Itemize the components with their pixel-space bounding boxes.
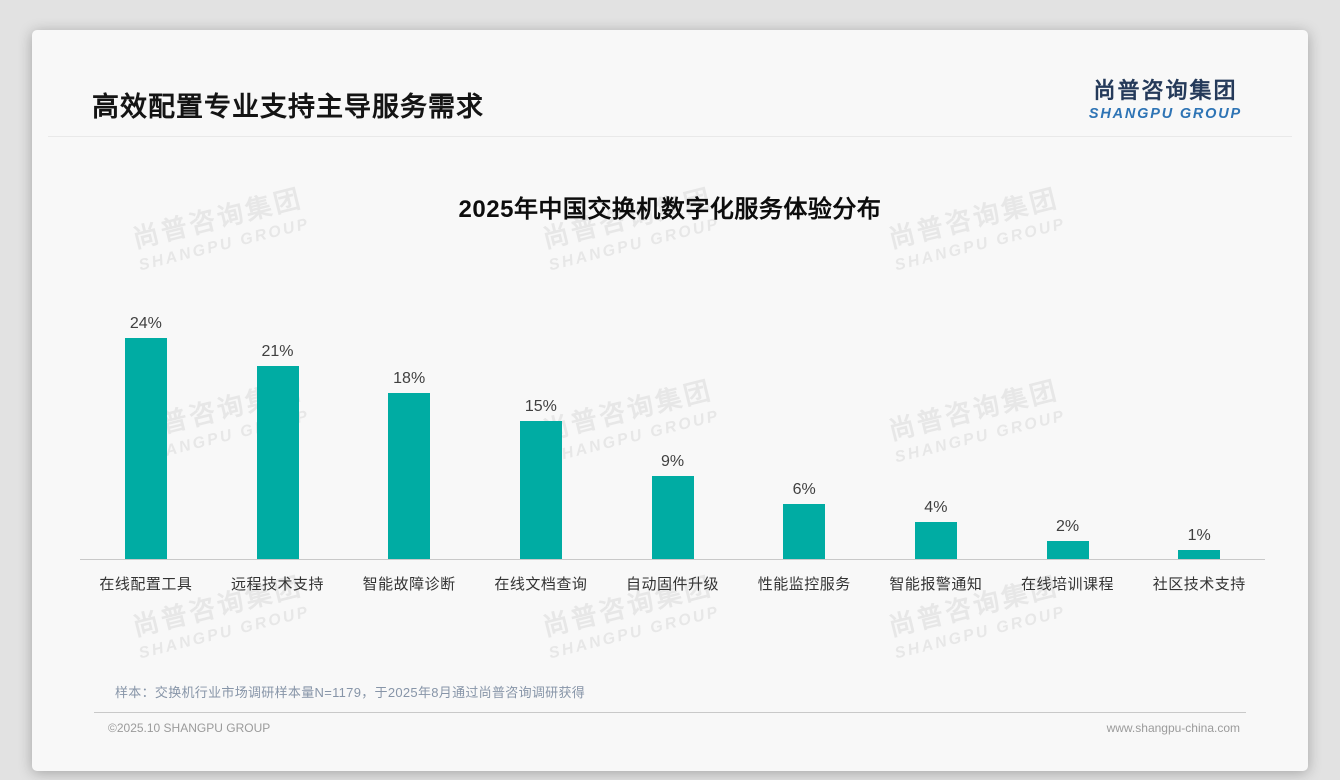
bar-column: 15% bbox=[475, 397, 607, 559]
bar-value-label: 24% bbox=[129, 315, 162, 333]
category-label: 智能故障诊断 bbox=[362, 576, 456, 593]
category-label: 社区技术支持 bbox=[1152, 576, 1246, 593]
bar-value-label: 2% bbox=[1055, 517, 1080, 535]
bar-value-label: 21% bbox=[261, 342, 294, 360]
bar-value-label: 9% bbox=[660, 453, 685, 471]
category-label: 在线配置工具 bbox=[99, 576, 193, 593]
plot-area: 24% 21% 18% 15% 9% 6% 4% 2% 1% bbox=[80, 313, 1265, 560]
bar-column: 4% bbox=[870, 498, 1002, 559]
category-axis: 在线配置工具 远程技术支持 智能故障诊断 在线文档查询 自动固件升级 性能监控服务 智能报警… bbox=[80, 560, 1265, 594]
bar bbox=[1178, 549, 1221, 559]
bar-value-label: 6% bbox=[792, 480, 816, 498]
bar-chart: 24% 21% 18% 15% 9% 6% 4% 2% 1% 在线配置工具 远程技术支持 智能故障诊… bbox=[80, 313, 1265, 594]
footer-divider bbox=[94, 712, 1246, 713]
bar-column: 2% bbox=[1002, 517, 1134, 559]
website-text: www.shangpu-china.com bbox=[1106, 721, 1240, 735]
bar bbox=[783, 503, 826, 559]
header-divider bbox=[48, 136, 1292, 137]
company-logo: 尚普咨询集团 SHANGPU GROUP bbox=[1089, 73, 1242, 122]
bar bbox=[1046, 540, 1089, 559]
bar-column: 9% bbox=[607, 452, 739, 559]
bar-value-label: 18% bbox=[393, 370, 426, 388]
bar-value-label: 15% bbox=[524, 398, 557, 415]
bar bbox=[124, 338, 167, 559]
copyright-text: ©2025.10 SHANGPU GROUP bbox=[108, 721, 271, 735]
bar-column: 18% bbox=[343, 369, 475, 559]
category-label: 在线培训课程 bbox=[1021, 576, 1115, 593]
header: 高效配置专业支持主导服务需求 尚普咨询集团 SHANGPU GROUP bbox=[32, 30, 1308, 136]
logo-english-text: SHANGPU GROUP bbox=[1088, 106, 1242, 122]
chart-section: 2025年中国交换机数字化服务体验分布 24% 21% 18% 15% 9% 6% 4% 2%… bbox=[32, 193, 1308, 594]
footer: 样本：交换机行业市场调研样本量N=1179，于2025年8月通过尚普咨询调研获得… bbox=[32, 682, 1308, 735]
category-label: 自动固件升级 bbox=[626, 576, 720, 593]
bar-value-label: 1% bbox=[1187, 526, 1211, 544]
category-label: 性能监控服务 bbox=[757, 576, 851, 593]
bar bbox=[651, 476, 694, 559]
bar-column: 6% bbox=[738, 480, 870, 559]
bar bbox=[519, 421, 562, 559]
slide-card: 尚普咨询集团 SHANGPU GROUP 尚普咨询集团 SHANGPU GROUP 尚普… bbox=[32, 30, 1308, 771]
category-label: 远程技术支持 bbox=[231, 576, 325, 593]
logo-chinese-text: 尚普咨询集团 bbox=[1093, 78, 1238, 103]
category-label: 在线文档查询 bbox=[494, 576, 588, 593]
bar-column: 1% bbox=[1133, 526, 1265, 559]
page-title: 高效配置专业支持主导服务需求 bbox=[92, 92, 484, 122]
sample-note: 样本：交换机行业市场调研样本量N=1179，于2025年8月通过尚普咨询调研获得 bbox=[115, 685, 586, 700]
bar bbox=[256, 365, 299, 559]
bar bbox=[914, 522, 957, 559]
bar bbox=[388, 393, 431, 559]
bar-column: 24% bbox=[80, 314, 212, 559]
chart-title: 2025年中国交换机数字化服务体验分布 bbox=[458, 196, 882, 223]
bar-value-label: 4% bbox=[924, 499, 948, 517]
bar-column: 21% bbox=[212, 342, 344, 559]
category-label: 智能报警通知 bbox=[889, 576, 983, 593]
